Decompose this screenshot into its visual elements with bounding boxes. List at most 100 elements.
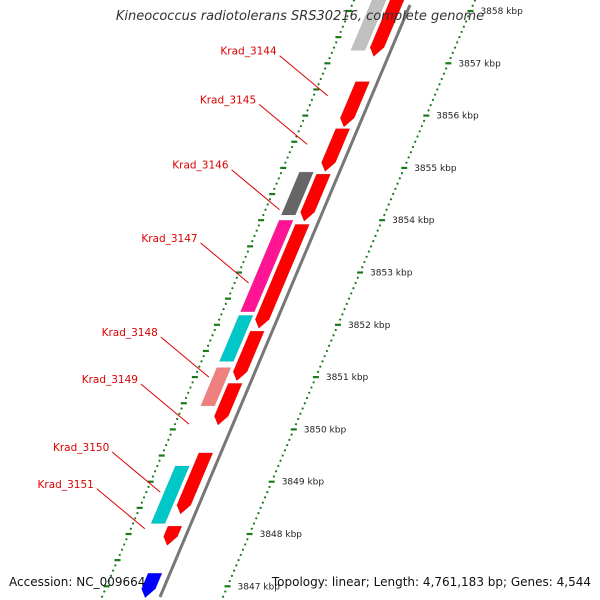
inner-ruler-minor-tick [273,187,276,190]
inner-ruler-minor-tick [222,308,225,311]
ruler-minor-tick [244,543,247,546]
ruler-minor-tick [396,182,399,185]
inner-ruler-minor-tick [209,339,212,342]
ruler-tick-label: 3850 kbp [304,425,347,435]
ruler-minor-tick [367,250,370,253]
gene-label-leader [96,488,146,530]
inner-ruler-minor-tick [151,475,154,478]
ruler-minor-tick [464,20,468,23]
inner-ruler-minor-tick [224,302,227,305]
ruler-minor-tick [250,527,253,530]
inner-ruler-minor-tick [158,459,161,462]
inner-ruler-minor-tick [240,266,243,269]
ruler-minor-tick [308,391,311,394]
ruler-minor-tick [411,145,415,149]
ruler-minor-tick [350,292,353,295]
ruler-minor-tick [453,46,457,49]
inner-ruler-minor-tick [350,4,353,7]
inner-ruler-minor-tick [129,527,132,530]
inner-ruler-minor-tick [176,417,179,421]
gene-feature-outer-2 [321,128,351,172]
ruler-tick-label: 3849 kbp [282,478,325,488]
inner-ruler-minor-tick [288,151,291,154]
inner-ruler-minor-tick [277,177,280,180]
ruler-minor-tick [369,245,373,248]
gene-label: Krad_3149 [82,374,138,386]
inner-ruler-minor-tick [290,145,294,149]
inner-ruler-minor-tick [352,0,355,2]
gene-feature-inner-3 [219,315,254,362]
ruler-minor-tick [310,386,313,389]
inner-ruler-minor-tick [268,198,272,201]
ruler-minor-tick [462,25,465,28]
ruler-minor-tick [339,318,342,321]
accession-text: Accession: NC_009664 [9,575,146,589]
gene-feature-outer-0 [369,0,405,57]
inner-ruler-minor-tick [262,213,265,217]
ruler-minor-tick [263,496,267,499]
inner-ruler-minor-tick [200,360,203,363]
ruler-minor-tick [429,104,432,107]
ruler-tick-label: 3852 kbp [348,321,391,331]
ruler-minor-tick [299,412,302,415]
ruler-tick-label: 3853 kbp [370,269,413,279]
inner-ruler-minor-tick [198,365,201,368]
gene-label-leader [279,55,329,97]
ruler-minor-tick [372,240,375,243]
inner-ruler-minor-tick [165,443,168,447]
inner-ruler-minor-tick [335,41,338,44]
inner-ruler-minor-tick [246,250,249,253]
inner-ruler-minor-tick [279,172,283,175]
ruler-minor-tick [400,172,404,175]
ruler-minor-tick [297,417,300,421]
ruler-minor-tick [442,72,446,75]
inner-ruler-minor-tick [332,46,336,49]
inner-ruler-minor-tick [341,25,344,28]
inner-ruler-minor-tick [343,20,347,23]
gene-feature-outer-3 [300,173,331,222]
inner-ruler-minor-tick [207,344,210,347]
inner-ruler-minor-tick [154,470,157,473]
ruler-minor-tick [312,381,315,384]
ruler-minor-tick [290,433,293,436]
ruler-minor-tick [345,302,348,305]
inner-ruler-minor-tick [257,224,261,227]
gene-feature-outer-1 [339,81,371,128]
inner-ruler-minor-tick [109,574,113,577]
inner-ruler-minor-tick [134,517,137,520]
inner-ruler-minor-tick [244,255,247,258]
ruler-minor-tick [445,67,448,70]
ruler-minor-tick [279,459,282,462]
ruler-minor-tick [275,470,278,473]
gene-label-leader [140,383,190,425]
ruler-minor-tick [458,36,461,39]
inner-ruler-minor-tick [275,182,278,185]
ruler-minor-tick [420,124,423,128]
ruler-minor-tick [241,548,245,551]
inner-ruler-minor-tick [313,93,316,96]
ruler-tick-label: 3855 kbp [414,164,457,174]
inner-ruler-minor-tick [242,260,245,264]
gene-label-leader [258,103,308,145]
ruler-minor-tick [224,590,227,593]
ruler-minor-tick [389,198,393,201]
ruler-minor-tick [451,51,454,54]
ruler-tick-label: 3856 kbp [436,112,479,122]
ruler-minor-tick [361,266,364,269]
inner-ruler-minor-tick [330,51,333,54]
ruler-tick-label: 3858 kbp [480,7,523,17]
ruler-minor-tick [363,260,366,264]
inner-ruler-minor-tick [213,328,216,332]
inner-ruler-minor-tick [112,569,115,572]
inner-ruler-minor-tick [187,391,190,394]
inner-ruler-minor-tick [118,553,121,557]
inner-ruler-minor-tick [103,590,106,593]
inner-ruler-minor-tick [324,67,327,70]
inner-ruler-minor-tick [195,370,199,373]
inner-ruler-minor-tick [114,564,117,567]
inner-ruler-minor-tick [308,104,311,107]
inner-ruler-minor-tick [306,109,309,112]
ruler-minor-tick [283,449,287,452]
ruler-minor-tick [392,192,395,196]
gene-label: Krad_3146 [172,160,229,172]
